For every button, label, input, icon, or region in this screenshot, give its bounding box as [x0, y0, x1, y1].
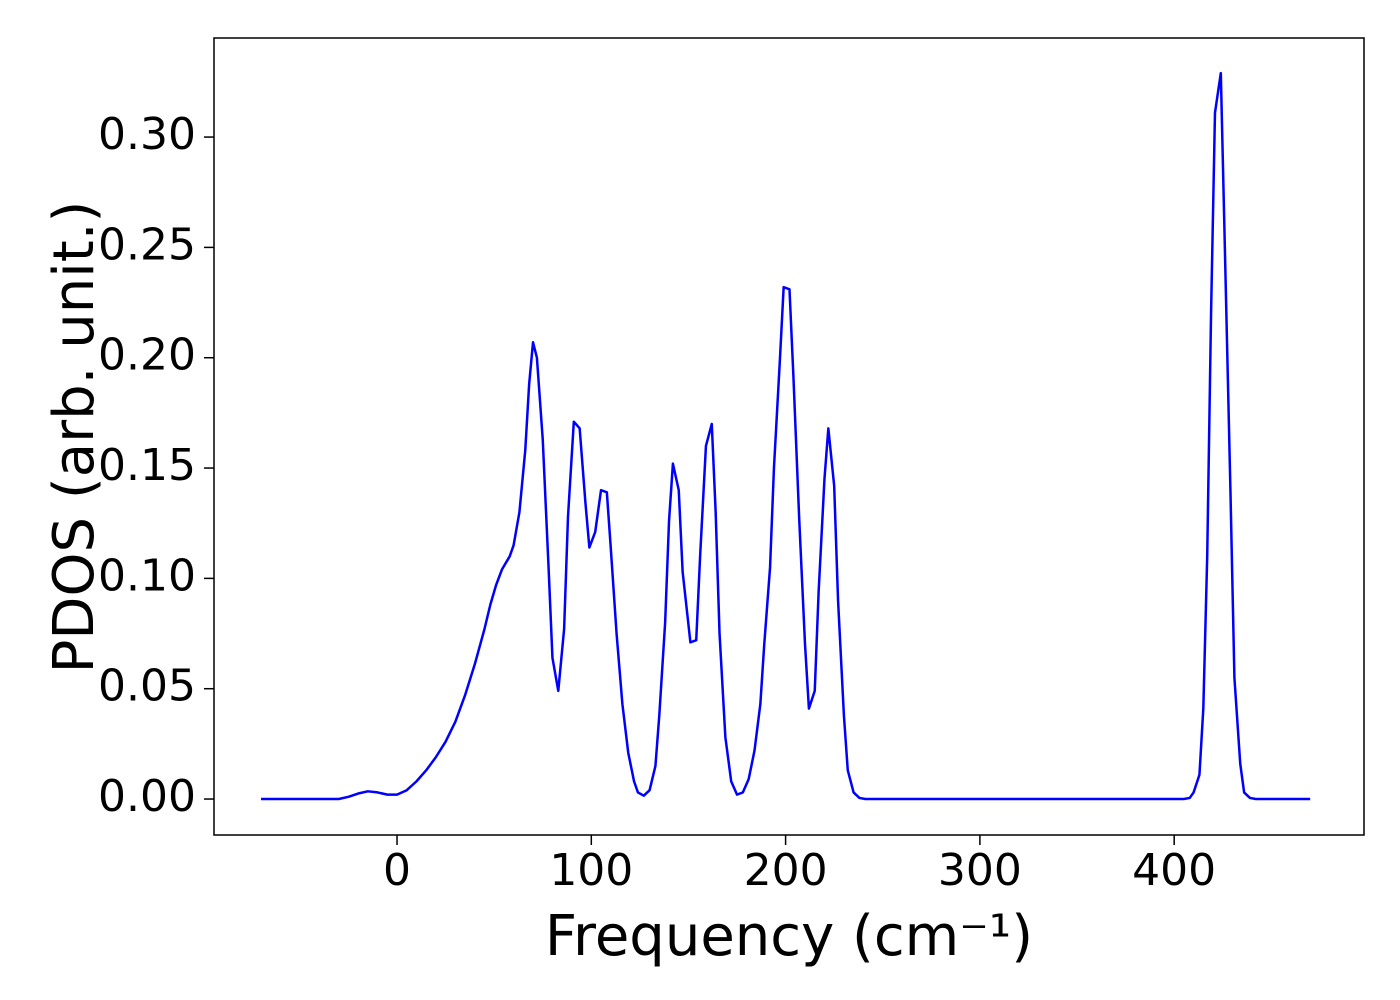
y-tick-label: 0.25: [98, 219, 196, 270]
y-tick-label: 0.15: [98, 440, 196, 491]
x-tick-label: 200: [744, 845, 828, 896]
x-tick-label: 400: [1132, 845, 1216, 896]
x-tick-label: 100: [549, 845, 633, 896]
x-axis-label: Frequency (cm⁻¹): [545, 904, 1033, 969]
y-tick-label: 0.05: [98, 661, 196, 712]
y-tick-label: 0.20: [98, 330, 196, 381]
x-tick-label: 300: [938, 845, 1022, 896]
y-axis-label: PDOS (arb. unit.): [42, 201, 107, 674]
y-tick-label: 0.30: [98, 109, 196, 160]
y-tick-label: 0.10: [98, 550, 196, 601]
x-tick-label: 0: [383, 845, 411, 896]
plot-frame: [213, 37, 1365, 836]
pdos-line: [261, 71, 1311, 801]
y-tick-label: 0.00: [98, 771, 196, 822]
